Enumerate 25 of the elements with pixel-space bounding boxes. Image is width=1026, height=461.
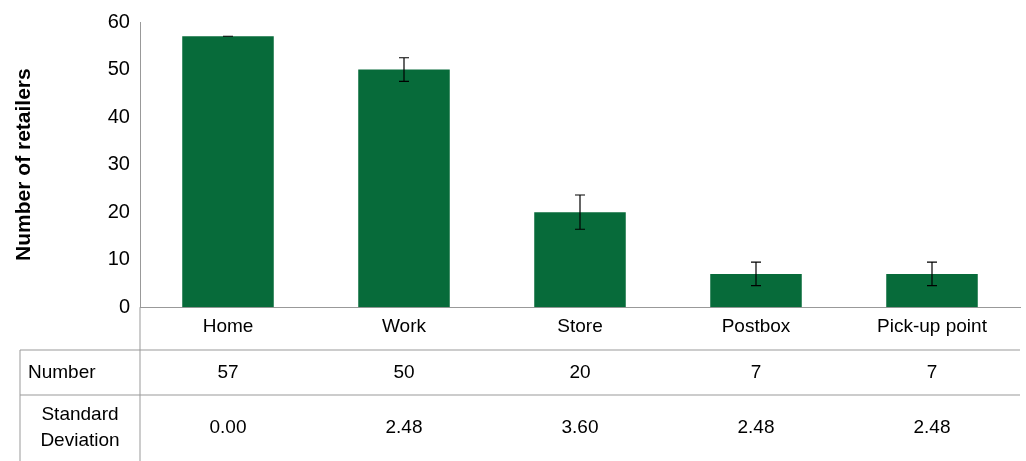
data-label: 50 <box>393 360 415 382</box>
y-tick-label: 10 <box>107 247 130 270</box>
text: 3.60 <box>561 416 599 438</box>
x-tick-label: Store <box>557 314 603 336</box>
data-label: 20 <box>569 360 591 382</box>
data-label: 7 <box>926 360 938 382</box>
x-tick-label: Postbox <box>721 314 791 336</box>
y-tick-label: 20 <box>107 199 130 222</box>
y-tick-label: 60 <box>107 9 130 32</box>
y-tick-label: 30 <box>107 152 130 175</box>
y-axis-title: Number of retailers <box>11 68 35 261</box>
x-tick-label: Pick-up point <box>877 314 988 336</box>
x-tick-label: Home <box>202 314 254 336</box>
text: 0.00 <box>209 416 247 438</box>
text: 2.48 <box>385 416 423 438</box>
data-label: 7 <box>750 360 762 382</box>
text: Standard Deviation <box>40 403 120 451</box>
y-tick-label: 0 <box>118 294 130 317</box>
text: 2.48 <box>737 416 775 438</box>
text: Number <box>28 360 97 382</box>
text: 2.48 <box>913 416 951 438</box>
y-tick-label: 40 <box>107 104 130 127</box>
y-tick-label: 50 <box>107 57 130 80</box>
x-tick-label: Work <box>382 314 427 336</box>
data-label: 57 <box>217 360 239 382</box>
